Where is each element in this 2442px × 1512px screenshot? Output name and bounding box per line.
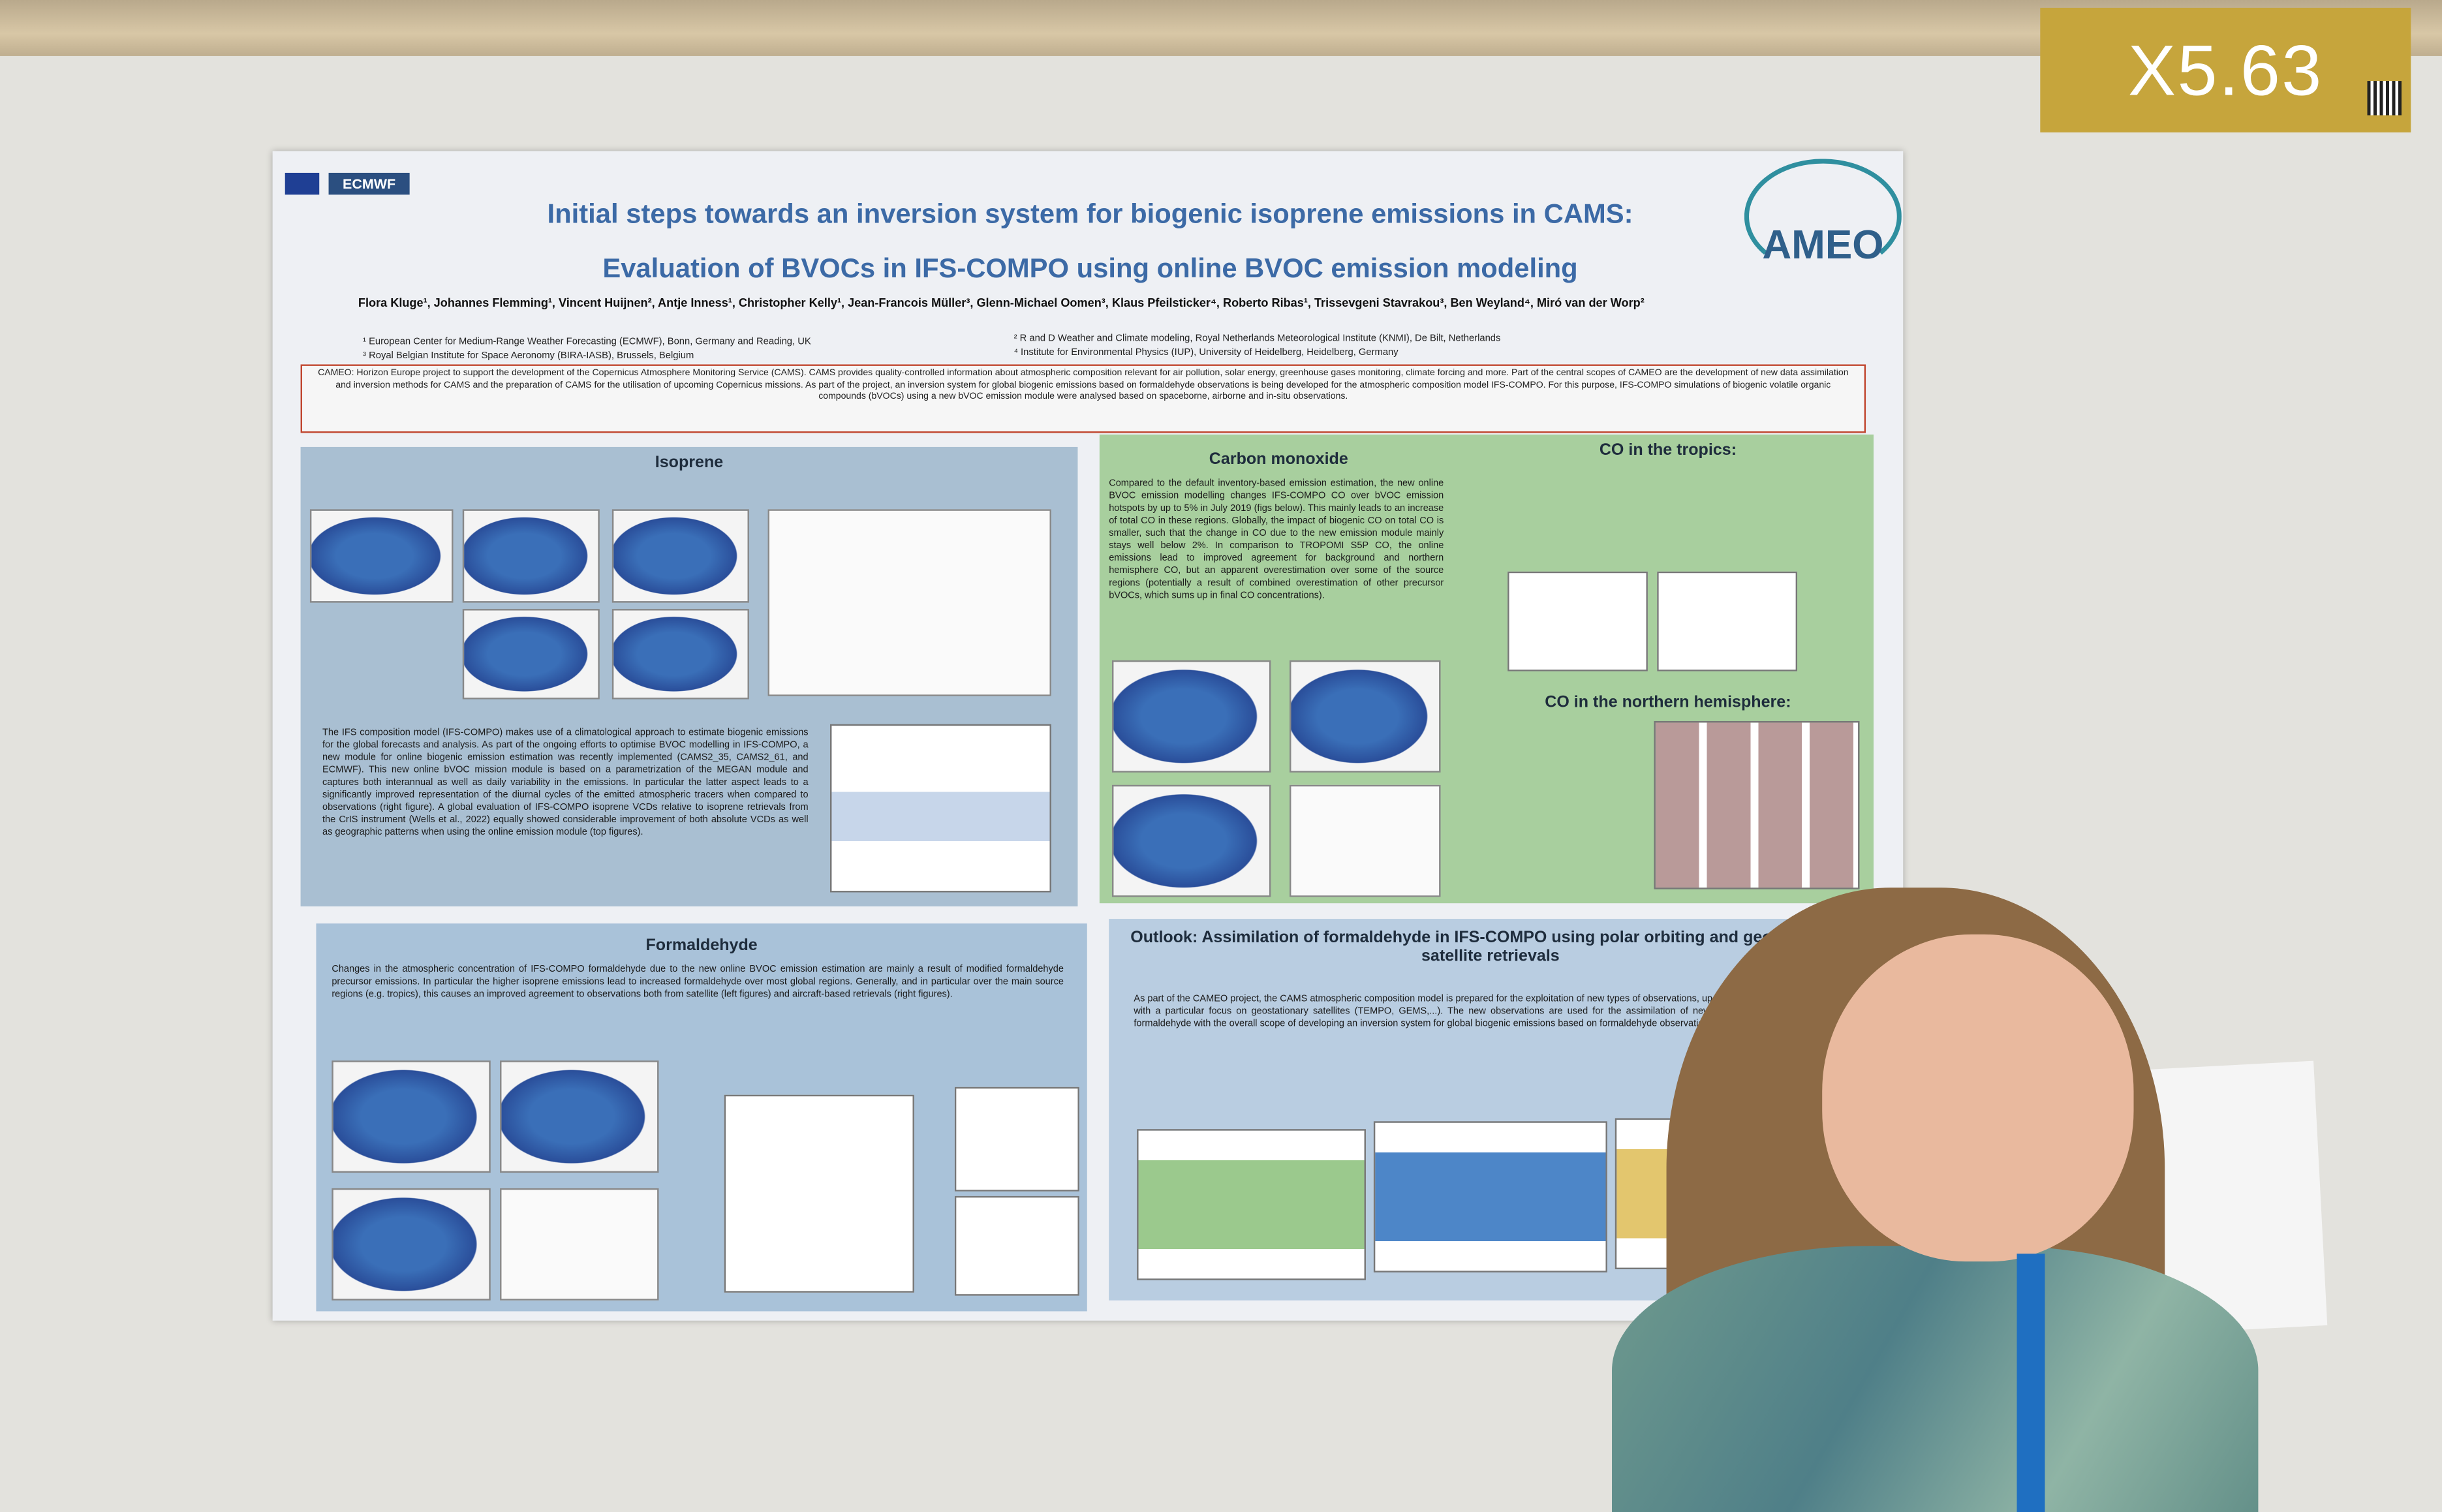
profile-plot: [724, 1094, 914, 1293]
hcho-panel: Formaldehyde Changes in the atmospheric …: [316, 923, 1087, 1312]
section-text: Changes in the atmospheric concentration…: [332, 964, 1064, 1000]
person-face: [1822, 934, 2134, 1262]
section-heading: Formaldehyde: [645, 936, 758, 955]
section-heading: Outlook: Assimilation of formaldehyde in…: [1130, 928, 1851, 966]
lanyard: [2017, 1254, 2045, 1512]
map-figure: [462, 509, 600, 603]
board-frame: [0, 0, 2442, 56]
map-figure: [1111, 660, 1271, 773]
scatter-plot: [1507, 571, 1648, 671]
map-figure: [500, 1060, 659, 1173]
intro-box: CAMEO: Horizon Europe project to support…: [300, 364, 1866, 433]
map-figure: [462, 609, 600, 700]
section-heading: Carbon monoxide: [1209, 450, 1348, 469]
map-figure: [332, 1060, 491, 1173]
affiliation: ¹ European Center for Medium-Range Weath…: [363, 336, 811, 348]
line-plot: [1654, 720, 1860, 889]
line-plot: [830, 724, 1051, 893]
map-figure: [767, 509, 1051, 696]
map-figure: [1290, 660, 1441, 773]
map-figure: [954, 1087, 1079, 1192]
affiliation: ² R and D Weather and Climate modeling, …: [1013, 333, 1501, 345]
map-figure: [1137, 1129, 1366, 1280]
map-figure: [1290, 784, 1441, 897]
section-heading: CO in the northern hemisphere:: [1545, 692, 1791, 712]
affiliation: ⁴ Institute for Environmental Physics (I…: [1013, 347, 1399, 358]
map-figure: [332, 1188, 491, 1301]
map-figure: [1373, 1121, 1607, 1273]
section-heading: Isoprene: [655, 453, 724, 472]
section-text: The IFS composition model (IFS-COMPO) ma…: [322, 727, 809, 839]
scatter-plot: [954, 1196, 1079, 1296]
title-line: Evaluation of BVOCs in IFS-COMPO using o…: [602, 252, 1578, 284]
scatter-plot: [1657, 571, 1798, 671]
sponsor-logo: ECMWF: [328, 172, 410, 195]
map-figure: [611, 609, 749, 700]
map-figure: [611, 509, 749, 603]
affiliation: ³ Royal Belgian Institute for Space Aero…: [363, 350, 694, 362]
qr-code: [2367, 81, 2402, 116]
board-label: X5.63: [2040, 7, 2411, 132]
map-figure: [309, 509, 454, 603]
poster: ECMWF AMEO Initial steps towards an inve…: [272, 151, 1904, 1321]
project-logo: AMEO: [1744, 159, 1902, 275]
section-heading: CO in the tropics:: [1599, 440, 1737, 460]
map-figure: [500, 1188, 659, 1301]
co-panel: Carbon monoxide Compared to the default …: [1099, 434, 1874, 904]
eu-flag: [285, 172, 320, 195]
isoprene-panel: Isoprene The IFS composition model (IFS-…: [300, 446, 1078, 906]
section-text: As part of the CAMEO project, the CAMS a…: [1134, 993, 1819, 1030]
person-shirt: [1612, 1246, 2259, 1512]
section-text: Compared to the default inventory-based …: [1109, 478, 1444, 602]
title-line: Initial steps towards an inversion syste…: [547, 198, 1633, 229]
authors: Flora Kluge¹, Johannes Flemming¹, Vincen…: [358, 296, 1645, 310]
map-figure: [1111, 784, 1271, 897]
